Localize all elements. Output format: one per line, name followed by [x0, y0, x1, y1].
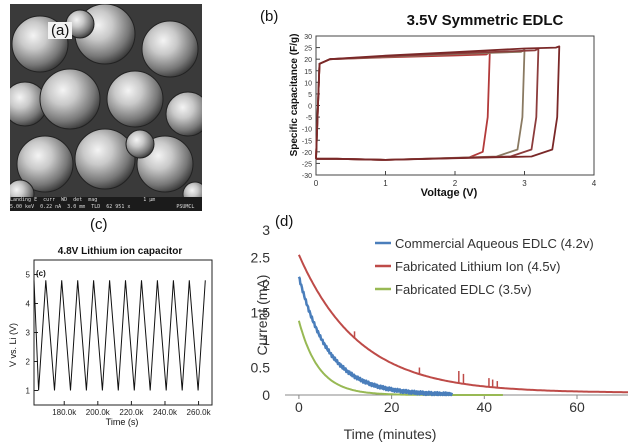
sem-field: det [73, 197, 83, 203]
chart-b: 3.5V Symmetric EDLC Specific capacitance… [289, 12, 597, 199]
chart-b-ytick-label: 25 [304, 46, 312, 53]
chart-c: 4.8V Lithium ion capacitor V vs. Li (V) … [8, 246, 213, 427]
chart-b-ytick-label: -25 [302, 161, 312, 168]
sem-sphere [16, 135, 74, 193]
panel-label-d: (d) [275, 213, 294, 230]
chart-d-xtick-label: 40 [477, 399, 493, 415]
chart-b-xtick-label: 4 [592, 179, 597, 188]
sem-sphere [141, 20, 199, 78]
chart-d-ytick-label: 0.5 [251, 360, 271, 376]
sem-field: curr [43, 197, 56, 203]
chart-c-xtick-label: 240.0k [153, 408, 178, 417]
panel-label-c: (c) [90, 216, 108, 233]
chart-c-voltage-line [33, 280, 206, 391]
chart-c-xlabel: Time (s) [106, 417, 139, 427]
chart-b-ytick-label: 30 [304, 34, 312, 41]
chart-d-ylabel: Current (mA) [254, 275, 270, 356]
chart-d: Current (mA) Time (minutes) 0 0.5 1 1.5 2 2.5… [251, 222, 628, 442]
chart-b-xtick-label: 1 [383, 179, 388, 188]
chart-b-ytick-label: -30 [302, 173, 312, 180]
chart-d-series-line [297, 320, 503, 396]
chart-d-ytick-label: 0 [262, 387, 270, 403]
sem-sphere [165, 91, 202, 137]
chart-c-ytick-label: 4 [26, 300, 31, 309]
chart-b-series-3 [315, 47, 540, 161]
sem-sphere [106, 70, 164, 128]
chart-b-ytick-label: -15 [302, 138, 312, 145]
sem-field: mag [88, 197, 98, 203]
chart-c-inner-label: (c) [36, 269, 46, 278]
chart-d-legend-label: Fabricated EDLC (3.5v) [395, 282, 532, 297]
sem-lab: PSUMCL [176, 204, 195, 210]
chart-c-ytick-label: 1 [26, 387, 31, 396]
chart-c-plot-frame [33, 259, 213, 406]
sem-field: TLD [91, 204, 101, 210]
chart-b-series-2 [315, 49, 526, 161]
panel-label-b: (b) [260, 8, 279, 25]
chart-b-ytick-label: -5 [306, 115, 312, 122]
sem-sphere [74, 128, 136, 190]
sem-field: WD [61, 197, 68, 203]
panel-label-a: (a) [48, 22, 73, 39]
chart-d-ytick-label: 1 [262, 332, 270, 348]
chart-c-xtick-label: 180.0k [52, 408, 77, 417]
chart-b-xtick-label: 0 [314, 179, 319, 188]
sem-field: 5.00 keV [10, 204, 35, 210]
chart-b-ytick-label: 10 [304, 80, 312, 87]
chart-b-ytick-label: -20 [302, 150, 312, 157]
sem-info-bar: Landing E curr WD det mag 1 µm 5.00 keV 0.22 n… [10, 197, 202, 211]
chart-b-series-4 [315, 45, 561, 161]
chart-c-title: 4.8V Lithium ion capacitor [58, 246, 183, 257]
chart-b-ytick-label: 20 [304, 57, 312, 64]
sem-field: 62 951 x [106, 204, 131, 210]
chart-d-ytick-label: 3 [262, 222, 270, 238]
sem-scale: 1 µm [143, 197, 156, 203]
sem-sphere [39, 68, 101, 130]
chart-c-ylabel: V vs. Li (V) [8, 323, 18, 367]
sem-spheres [10, 4, 202, 211]
chart-d-legend-label: Fabricated Lithium Ion (4.5v) [395, 259, 560, 274]
chart-c-ytick-label: 5 [26, 271, 31, 280]
chart-b-xlabel: Voltage (V) [421, 187, 478, 199]
chart-b-ylabel: Specific capacitance (F/g) [289, 34, 300, 157]
sem-field: 3.0 mm [67, 204, 86, 210]
chart-d-xtick-label: 20 [384, 399, 400, 415]
chart-b-ytick-label: 5 [308, 92, 312, 99]
sem-field: Landing E [10, 197, 38, 203]
chart-b-title: 3.5V Symmetric EDLC [407, 12, 564, 29]
chart-d-ytick-label: 2.5 [251, 250, 271, 266]
chart-c-ytick-label: 3 [26, 329, 31, 338]
chart-c-ytick-label: 2 [26, 358, 31, 367]
sem-image: (a) Landing E curr WD det mag 1 µm 5.00 keV 0.… [10, 4, 202, 211]
sem-sphere [125, 129, 155, 159]
chart-d-ytick-label: 2 [262, 277, 270, 293]
chart-d-xlabel: Time (minutes) [344, 426, 437, 442]
chart-b-ytick-label: 15 [304, 69, 312, 76]
chart-c-xtick-label: 220.0k [119, 408, 144, 417]
chart-d-legend-label: Commercial Aqueous EDLC (4.2v) [395, 236, 594, 251]
chart-d-xtick-label: 0 [295, 399, 303, 415]
chart-d-xtick-label: 60 [569, 399, 585, 415]
chart-b-xtick-label: 2 [453, 179, 458, 188]
chart-b-ytick-label: -10 [302, 127, 312, 134]
chart-b-xtick-label: 3 [522, 179, 527, 188]
chart-d-series-line [297, 276, 454, 397]
chart-c-xtick-label: 200.0k [86, 408, 111, 417]
chart-b-ytick-label: 0 [308, 104, 312, 111]
chart-b-series-1 [315, 51, 491, 161]
sem-field: 0.22 nA [40, 204, 62, 210]
chart-d-legend: Commercial Aqueous EDLC (4.2v) Fabricated… [375, 236, 594, 297]
chart-d-ytick-label: 1.5 [251, 305, 271, 321]
chart-c-xtick-label: 260.0k [187, 408, 212, 417]
